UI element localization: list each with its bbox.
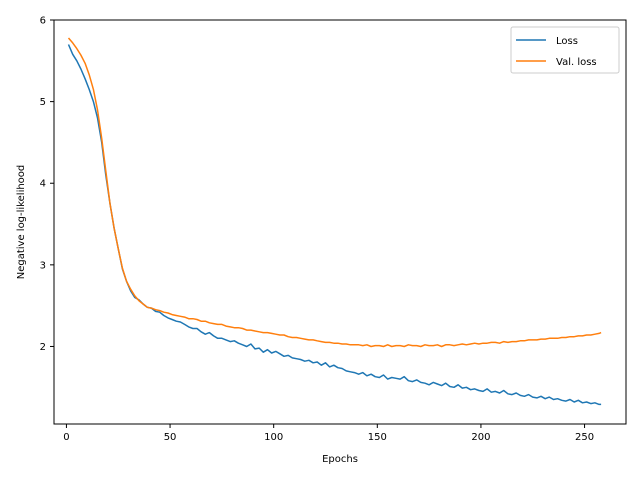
legend-label-loss: Loss xyxy=(556,36,578,47)
y-axis-label: Negative log-likelihood xyxy=(16,165,27,280)
x-tick-label: 150 xyxy=(368,432,387,443)
series-lines xyxy=(67,37,602,406)
x-axis-ticks: 0 50 100 150 200 250 xyxy=(63,424,594,443)
y-tick-label: 5 xyxy=(40,97,46,108)
x-tick-label: 50 xyxy=(164,432,177,443)
x-tick-label: 250 xyxy=(575,432,594,443)
series-line-val-loss xyxy=(67,37,602,348)
y-axis-ticks: 2 3 4 5 6 xyxy=(40,16,54,353)
series-line-loss xyxy=(67,44,602,406)
x-tick-label: 0 xyxy=(63,432,69,443)
y-tick-label: 4 xyxy=(40,179,46,190)
y-tick-label: 2 xyxy=(40,342,46,353)
legend-label-val-loss: Val. loss xyxy=(556,57,597,68)
plot-frame xyxy=(53,19,627,425)
x-axis-label: Epochs xyxy=(322,454,358,465)
y-tick-label: 6 xyxy=(40,16,46,27)
legend: Loss Val. loss xyxy=(510,26,620,74)
x-tick-label: 100 xyxy=(264,432,283,443)
y-tick-label: 3 xyxy=(40,260,46,271)
x-tick-label: 200 xyxy=(471,432,490,443)
